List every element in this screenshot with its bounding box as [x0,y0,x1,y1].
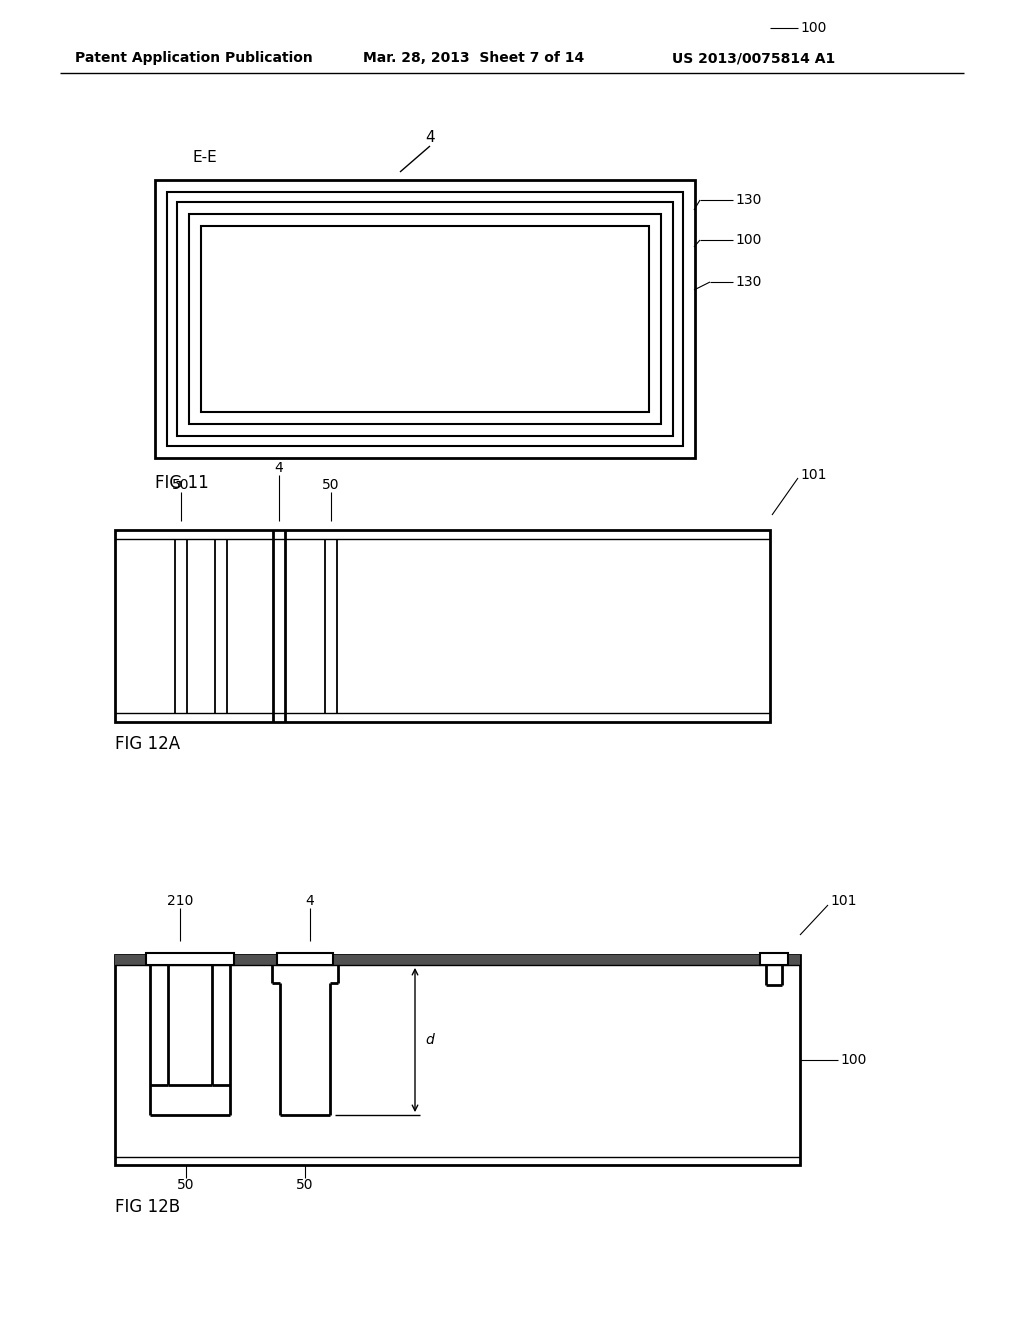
Text: 130: 130 [735,193,762,207]
Bar [167,191,683,446]
Text: 130: 130 [735,275,762,289]
Text: FIG 12A: FIG 12A [115,735,180,752]
Text: Patent Application Publication: Patent Application Publication [75,51,312,65]
Text: 50: 50 [177,1177,195,1192]
Text: 50: 50 [172,478,189,492]
Text: 100: 100 [800,21,826,36]
Bar [146,953,234,965]
Bar [278,953,333,965]
Text: 101: 101 [800,469,826,482]
Text: 4: 4 [425,131,435,145]
Text: 210: 210 [167,894,194,908]
Bar [201,226,649,412]
Text: E-E: E-E [193,149,217,165]
Text: 100: 100 [840,1053,866,1067]
Text: FIG 12B: FIG 12B [115,1199,180,1216]
Bar [155,180,695,458]
Text: 50: 50 [296,1177,313,1192]
Bar [177,202,673,436]
Bar [115,531,770,722]
Text: 100: 100 [735,234,762,247]
Text: 4: 4 [305,894,314,908]
Bar [115,954,800,965]
Text: 4: 4 [274,461,284,475]
Text: 101: 101 [830,894,856,908]
Text: d: d [425,1034,434,1047]
Bar [115,954,800,1166]
Text: US 2013/0075814 A1: US 2013/0075814 A1 [672,51,836,65]
Text: Mar. 28, 2013  Sheet 7 of 14: Mar. 28, 2013 Sheet 7 of 14 [362,51,585,65]
Text: FIG 11: FIG 11 [155,474,209,492]
Bar [189,214,662,424]
Bar [760,953,788,965]
Text: 50: 50 [323,478,340,492]
